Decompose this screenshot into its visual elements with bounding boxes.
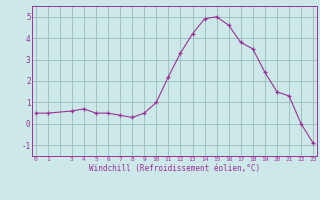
X-axis label: Windchill (Refroidissement éolien,°C): Windchill (Refroidissement éolien,°C) bbox=[89, 164, 260, 173]
